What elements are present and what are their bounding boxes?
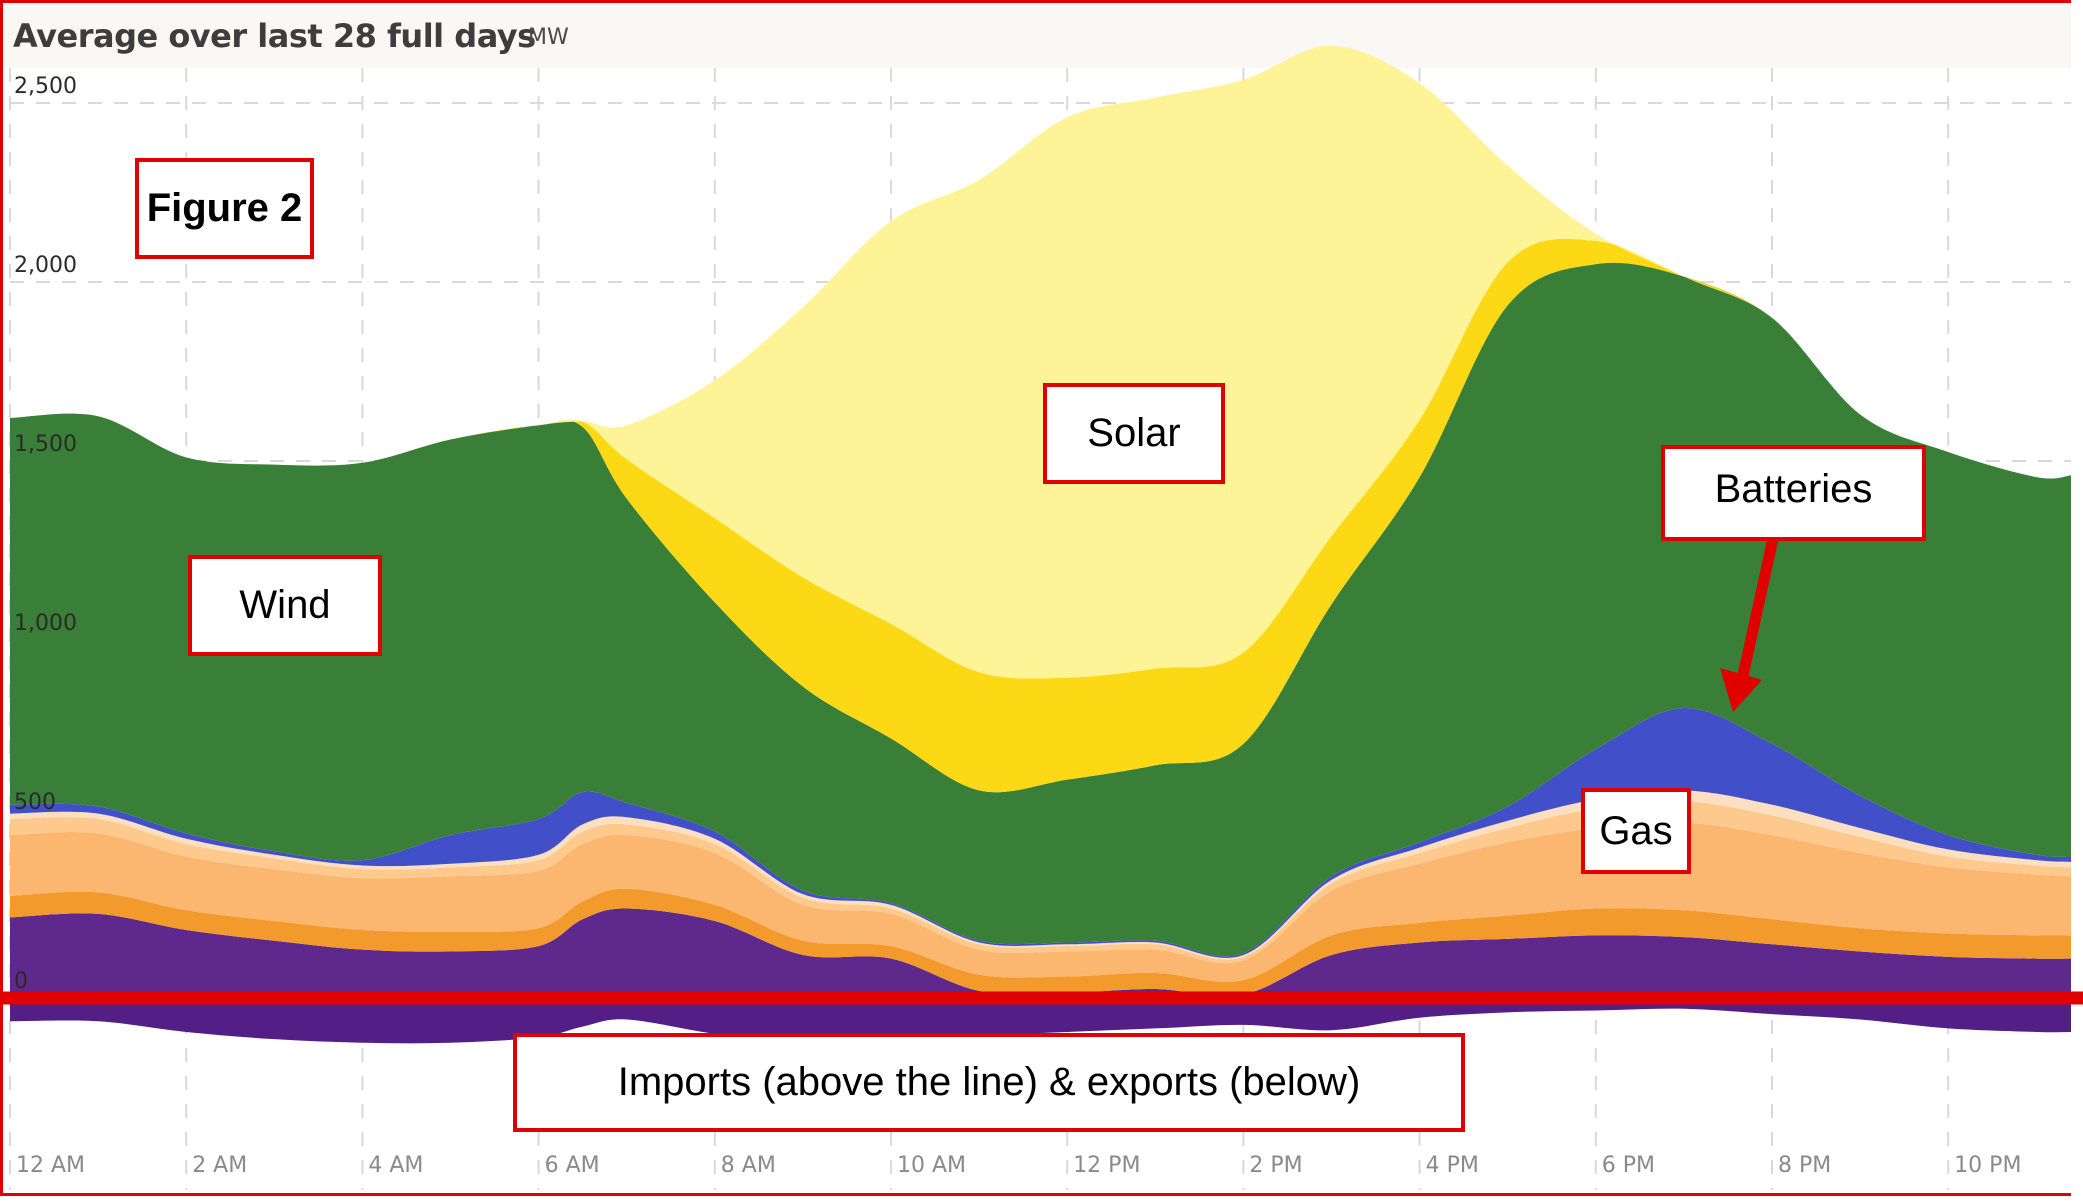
y-tick-label: 1,000 (14, 611, 77, 636)
area-solar-utility (10, 238, 2071, 793)
area-solar-rooftop (10, 45, 2071, 679)
y-tick-label: 1,500 (14, 432, 77, 457)
y-tick-label: 0 (14, 969, 28, 994)
x-tick-label: 4 PM (1426, 1153, 1479, 1178)
arrow-head (1720, 668, 1762, 712)
x-tick-label: 12 AM (16, 1153, 85, 1178)
gas-label: Gas (1599, 808, 1673, 853)
x-tick-label: 8 PM (1778, 1153, 1831, 1178)
y-tick-label: 2,500 (14, 74, 77, 99)
imports-exports-label-box: Imports (above the line) & exports (belo… (513, 1033, 1465, 1132)
y-tick-label: 2,000 (14, 253, 77, 278)
x-tick-label: 12 PM (1073, 1153, 1140, 1178)
area-wind (10, 262, 2071, 957)
x-tick-label: 6 AM (545, 1153, 600, 1178)
figure-label: Figure 2 (146, 186, 303, 230)
x-tick-label: 2 AM (192, 1153, 247, 1178)
batteries-label-box: Batteries (1661, 445, 1926, 541)
batteries-label: Batteries (1714, 466, 1873, 511)
y-tick-label: 500 (14, 790, 56, 815)
figure-label-box: Figure 2 (135, 158, 314, 259)
area-gas-steam (10, 888, 2071, 997)
x-tick-label: 10 AM (897, 1153, 966, 1178)
x-tick-label: 10 PM (1954, 1153, 2021, 1178)
x-tick-label: 2 PM (1249, 1153, 1302, 1178)
imports-exports-label: Imports (above the line) & exports (belo… (617, 1060, 1361, 1104)
x-axis-ticks: 12 AM 2 AM 4 AM 6 AM 8 AM 10 AM 12 PM 2 PM 4 PM 6… (16, 1153, 2021, 1178)
gas-label-box: Gas (1581, 788, 1691, 874)
y-axis-ticks: 0 500 1,000 1,500 2,000 2,500 (14, 74, 77, 994)
batteries-arrow (1720, 523, 1782, 712)
x-tick-label: 8 AM (721, 1153, 776, 1178)
plot-right-mask (2071, 0, 2083, 1202)
area-gas-ccgt (10, 822, 2071, 982)
arrow-shaft (1736, 523, 1782, 682)
wind-label: Wind (239, 583, 331, 627)
wind-label-box: Wind (188, 555, 382, 656)
area-imports (10, 908, 2071, 998)
solar-label-box: Solar (1043, 383, 1225, 484)
chart-header: Average over last 28 full days MW (3, 3, 2071, 68)
unit-label: MW (528, 25, 569, 50)
x-tick-label: 6 PM (1602, 1153, 1655, 1178)
solar-label: Solar (1087, 411, 1181, 455)
area-series (10, 0, 2083, 1202)
x-tick-label: 4 AM (368, 1153, 423, 1178)
chart-title: Average over last 28 full days (13, 17, 536, 55)
